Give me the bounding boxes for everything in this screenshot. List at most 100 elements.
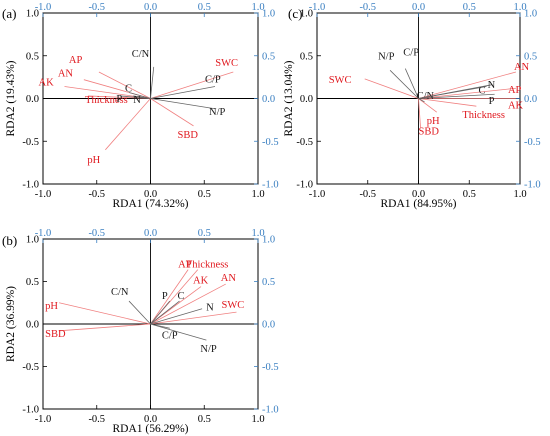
x-tick-label-bottom: 0.5 (198, 414, 211, 425)
vector-n-p (150, 323, 207, 341)
vector-ph (59, 302, 151, 325)
y-tick-label-left: -0.5 (22, 362, 39, 373)
vector-label-c: C (125, 84, 132, 95)
x-tick-label-top: 0.5 (463, 2, 476, 13)
vector-label-thickness: Thickness (85, 95, 128, 106)
y-tick-label-left: -1.0 (22, 180, 39, 191)
vector-label-sbd: SBD (178, 130, 199, 141)
y-tick-label-right: 0.0 (524, 94, 537, 105)
vector-label-swc: SWC (329, 75, 352, 86)
y-tick-label-left: -0.5 (22, 137, 39, 148)
y-tick-label-right: -1.0 (524, 180, 541, 191)
x-tick-label-top: -1.0 (35, 228, 52, 239)
y-tick-label-right: 0.0 (262, 94, 275, 105)
vector-label-c-n: C/N (111, 287, 129, 298)
vector-an (418, 71, 517, 99)
vector-swc (364, 78, 419, 99)
x-tick-label-top: 0.5 (198, 2, 211, 13)
x-tick-label-bottom: -1.0 (309, 189, 326, 200)
vector-swc (150, 71, 234, 99)
y-tick-label-left: 0.5 (300, 51, 313, 62)
vector-c-p (404, 68, 419, 99)
vector-label-c-p: C/P (162, 330, 178, 341)
vector-label-ap: AP (508, 85, 522, 96)
panel-label: (b) (2, 233, 17, 248)
y-tick-label-left: -1.0 (22, 405, 39, 416)
vector-ph (105, 98, 151, 151)
y-tick-label-left: 0.5 (26, 277, 39, 288)
x-tick-label-top: -1.0 (309, 2, 326, 13)
x-tick-label-top: -0.5 (88, 228, 105, 239)
x-tick-label-bottom: 0.5 (198, 189, 211, 200)
vector-p (150, 300, 171, 325)
vector-label-n: N (206, 303, 214, 314)
vector-label-c-n: C/N (417, 91, 435, 102)
vector-label-an: AN (514, 62, 530, 73)
vector-ph (418, 98, 438, 113)
vector-label-n-p: N/P (200, 344, 217, 355)
x-tick-label-bottom: 0.0 (144, 189, 157, 200)
x-tick-label-bottom: 0.0 (144, 414, 157, 425)
vector-thickness (418, 98, 477, 107)
vector-label-ak: AK (508, 101, 524, 112)
x-tick-label-bottom: -0.5 (88, 189, 105, 200)
y-tick-label-right: -0.5 (262, 362, 279, 373)
vector-n (418, 84, 492, 99)
panel-label: (a) (2, 6, 16, 21)
panel-label: (c) (288, 6, 302, 21)
y-axis-label: RDA2 (13.04%) (283, 60, 295, 136)
vector-label-ak: AK (193, 276, 209, 287)
vector-c-p (150, 86, 216, 99)
vector-c-n (418, 98, 425, 103)
x-axis-label: RDA1 (74.32%) (112, 198, 188, 210)
y-tick-label-right: -0.5 (524, 137, 541, 148)
x-tick-label-bottom: 1.0 (513, 189, 526, 200)
y-tick-label-right: 0.0 (262, 320, 275, 331)
x-tick-label-bottom: 0.0 (412, 189, 425, 200)
x-tick-label-top: 0.5 (198, 228, 211, 239)
vector-c-n (150, 66, 155, 99)
panel-1: -1.0-1.0-1.0 -1.0-0.5-0.5-0.5 -0.50.00.00.… (2, 228, 279, 435)
vector-c-n (128, 300, 151, 325)
y-tick-label-right: -0.5 (262, 137, 279, 148)
x-tick-label-top: 1.0 (251, 2, 264, 13)
x-tick-label-bottom: 1.0 (251, 189, 264, 200)
vector-label-ak: AK (39, 78, 55, 89)
vector-label-ph: pH (427, 116, 440, 127)
vector-label-p: P (116, 94, 122, 105)
vector-label-c-p: C/P (403, 48, 419, 59)
vector-label-thickness: Thickness (186, 260, 229, 271)
vector-ap (150, 269, 189, 325)
x-tick-label-top: -0.5 (88, 2, 105, 13)
vector-label-c-n: C/N (132, 49, 150, 60)
x-tick-label-top: 0.0 (412, 2, 425, 13)
x-tick-label-bottom: 0.5 (463, 189, 476, 200)
vector-label-n: N (133, 95, 141, 106)
x-tick-label-bottom: -0.5 (88, 414, 105, 425)
y-tick-label-left: -0.5 (296, 137, 313, 148)
x-tick-label-top: -0.5 (359, 2, 376, 13)
panel-0: -1.0-1.0-1.0 -1.0-0.5-0.5-0.5 -0.50.00.00.… (2, 2, 279, 210)
y-axis-label: RDA2 (36.99%) (5, 286, 17, 362)
y-tick-label-right: 1.0 (524, 9, 537, 20)
x-tick-label-bottom: 1.0 (251, 414, 264, 425)
vector-n-p (150, 98, 216, 110)
x-tick-label-top: 0.0 (144, 2, 157, 13)
panel-2: -1.0-1.0-1.0 -1.0-0.5-0.5-0.5 -0.50.00.00.… (283, 2, 541, 210)
vector-an (150, 283, 226, 325)
y-tick-label-right: 1.0 (262, 235, 275, 246)
y-tick-label-left: -1.0 (296, 180, 313, 191)
vector-label-ph: pH (87, 155, 100, 166)
vector-sbd (59, 323, 151, 332)
vector-label-an: AN (58, 69, 74, 80)
y-tick-label-right: -1.0 (262, 180, 279, 191)
vector-label-n-p: N/P (209, 107, 226, 118)
y-axis-label: RDA2 (19.43%) (5, 60, 17, 136)
y-tick-label-left: 0.5 (26, 51, 39, 62)
vector-label-c: C (178, 291, 185, 302)
vector-label-thickness: Thickness (462, 110, 505, 121)
vector-sbd (150, 98, 194, 127)
vector-label-sbd: SBD (419, 127, 440, 138)
y-tick-label-left: 0.0 (26, 320, 39, 331)
vector-n-p (389, 70, 419, 99)
